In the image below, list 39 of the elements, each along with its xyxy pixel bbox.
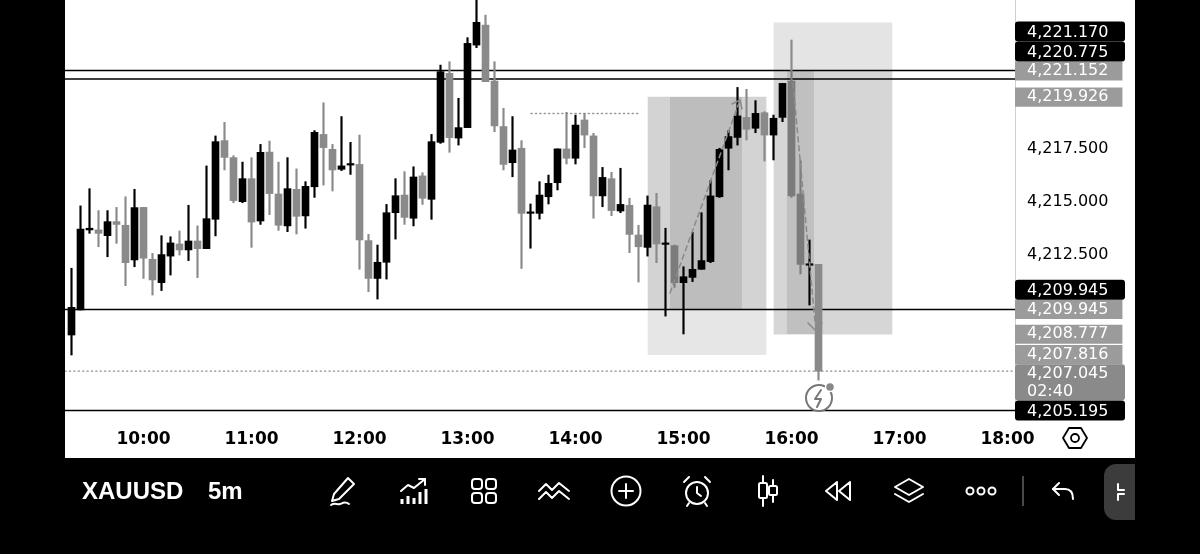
candlestick bbox=[454, 97, 463, 146]
y2-tick-label: 4,207.816 bbox=[1027, 343, 1109, 363]
candlestick bbox=[562, 111, 571, 165]
y2-tick-label: 4,221.152 bbox=[1027, 60, 1109, 80]
x-tick-label: 10:00 bbox=[116, 427, 171, 448]
y-tick-label: 4,212.500 bbox=[1027, 244, 1109, 264]
x-tick-label: 14:00 bbox=[548, 427, 603, 448]
candlestick bbox=[373, 244, 382, 300]
x-tick-label: 17:00 bbox=[872, 427, 927, 448]
y2-tick-label: 4,219.926 bbox=[1027, 86, 1109, 106]
x-tick-label: 18:00 bbox=[980, 427, 1035, 448]
y2-tick-label: 4,208.777 bbox=[1027, 323, 1109, 343]
x-tick-label: 11:00 bbox=[224, 427, 279, 448]
text: XAUUSD bbox=[82, 476, 184, 506]
y2-tick-label: 4,209.945 bbox=[1027, 298, 1109, 318]
ref-line-label: 4,205.195 bbox=[1027, 400, 1109, 420]
ref-line-label: 4,220.775 bbox=[1027, 41, 1109, 61]
candlestick bbox=[697, 212, 706, 270]
ref-line-label: 4,221.170 bbox=[1027, 21, 1109, 41]
x-tick-label: 13:00 bbox=[440, 427, 495, 448]
candlestick bbox=[742, 89, 751, 141]
bar bbox=[773, 70, 893, 335]
x-tick-label: 16:00 bbox=[764, 427, 819, 448]
candlestick bbox=[94, 210, 103, 248]
candlestick bbox=[319, 102, 328, 186]
candlestick bbox=[103, 210, 112, 258]
ref-line-label: 4,209.945 bbox=[1027, 279, 1109, 299]
y-tick-label: 4,215.000 bbox=[1027, 191, 1109, 211]
bar bbox=[773, 22, 893, 72]
candlestick bbox=[391, 178, 400, 240]
ref-line-label: 4,207.045 02:40 bbox=[1027, 363, 1109, 401]
x-tick-label: 12:00 bbox=[332, 427, 387, 448]
text: 5m bbox=[208, 476, 243, 506]
candlestick bbox=[337, 116, 346, 171]
candlestick bbox=[112, 207, 121, 244]
x-tick-label: 15:00 bbox=[656, 427, 711, 448]
bar bbox=[647, 309, 767, 356]
y-tick-label: 4,217.500 bbox=[1027, 137, 1109, 157]
candlestick bbox=[688, 231, 697, 282]
